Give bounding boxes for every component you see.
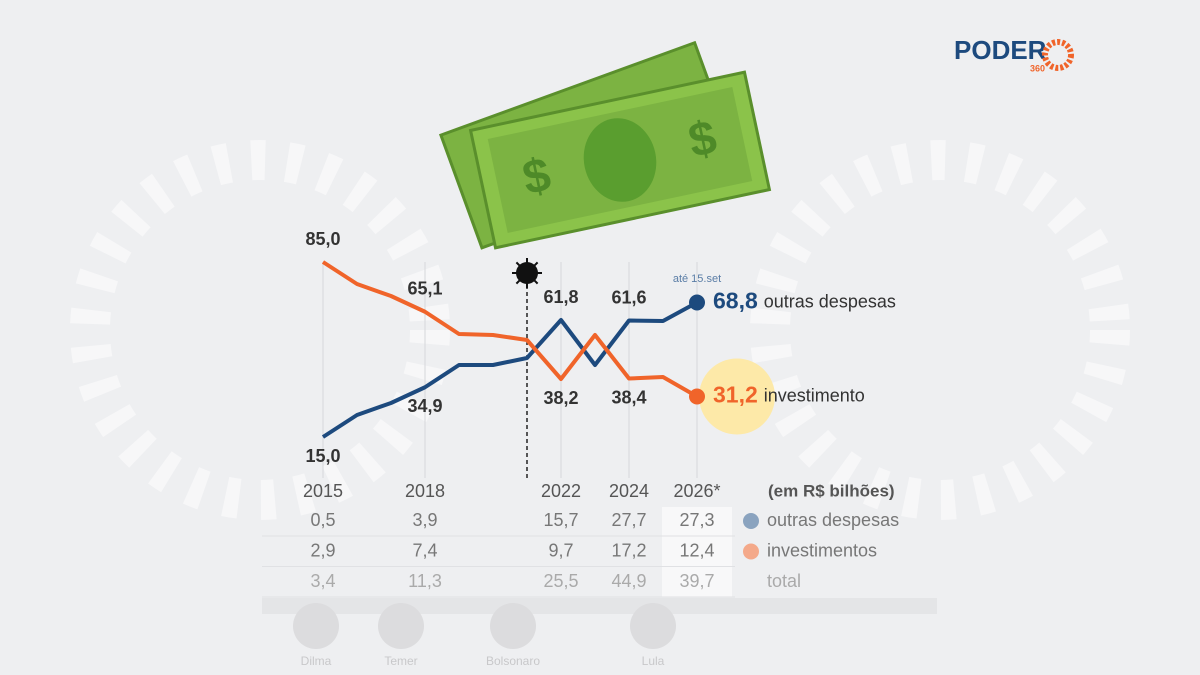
table-cell: 0,5 (310, 510, 335, 530)
president-photo (378, 603, 424, 649)
x-tick-label: 2026* (673, 481, 720, 501)
end-point (689, 388, 705, 405)
value-label: 38,4 (611, 387, 646, 407)
highlight (699, 358, 775, 435)
virus-spike (515, 279, 521, 285)
logo-sub: 360 (1030, 63, 1045, 73)
logo: PODER 360 (954, 35, 1074, 73)
row-label: outras despesas (767, 510, 899, 530)
background-rays (70, 140, 1130, 520)
value-label: 85,0 (305, 229, 340, 249)
value-label: 61,6 (611, 287, 646, 307)
value-label: 61,8 (543, 287, 578, 307)
table-cell: 27,3 (679, 510, 714, 530)
table-cell: 2,9 (310, 540, 335, 560)
president-photo (490, 603, 536, 649)
table-cell: 15,7 (543, 510, 578, 530)
series-name: investimento (764, 385, 865, 405)
table-cell: 9,7 (548, 540, 573, 560)
table-cell: 3,4 (310, 571, 335, 591)
table-cell: 3,9 (412, 510, 437, 530)
annotation: até 15.set (673, 273, 721, 285)
end-point (689, 294, 705, 311)
row-label: total (767, 571, 801, 591)
legend-dot (743, 513, 759, 529)
end-value-label: 68,8 (713, 288, 758, 314)
table-cell: 25,5 (543, 571, 578, 591)
table-cell: 27,7 (611, 510, 646, 530)
value-label: 34,9 (407, 396, 442, 416)
table-cell: 7,4 (412, 540, 437, 560)
row-label: investimentos (767, 540, 877, 560)
president-photo (293, 603, 339, 649)
plot: 2015 2018 2022 2024 2026* até 15.set 15,0 34,9 6… (262, 229, 937, 668)
table-cell: 12,4 (679, 540, 714, 560)
x-tick-label: 2015 (303, 481, 343, 501)
virus-spike (533, 261, 539, 267)
president-name: Lula (642, 654, 665, 668)
president-bar (262, 598, 937, 614)
series-line (321, 300, 698, 439)
table-cell: 17,2 (611, 540, 646, 560)
virus-icon (516, 262, 538, 284)
end-value-label: 31,2 (713, 382, 758, 408)
x-tick-label: 2024 (609, 481, 649, 501)
table-cell: 11,3 (408, 571, 442, 591)
president-name: Bolsonaro (486, 654, 540, 668)
x-tick-label: 2022 (541, 481, 581, 501)
virus-spike (533, 279, 539, 285)
value-label: 65,1 (407, 279, 442, 299)
table-highlight (662, 507, 732, 597)
president-photo (630, 603, 676, 649)
value-label: 15,0 (305, 446, 340, 466)
table-unit: (em R$ bilhões) (768, 481, 895, 500)
series-line (321, 260, 698, 399)
value-label: 38,2 (543, 388, 578, 408)
logo-text: PODER (954, 35, 1047, 65)
series-name: outras despesas (764, 291, 896, 311)
table-cell: 44,9 (611, 571, 646, 591)
president-name: Dilma (301, 654, 332, 668)
legend-dot (743, 543, 759, 560)
x-tick-label: 2018 (405, 481, 445, 501)
president-name: Temer (384, 654, 417, 668)
table-cell: 39,7 (679, 571, 714, 591)
money: $ $ (438, 40, 772, 250)
virus-spike (515, 261, 521, 267)
logo-sun (1042, 39, 1074, 71)
